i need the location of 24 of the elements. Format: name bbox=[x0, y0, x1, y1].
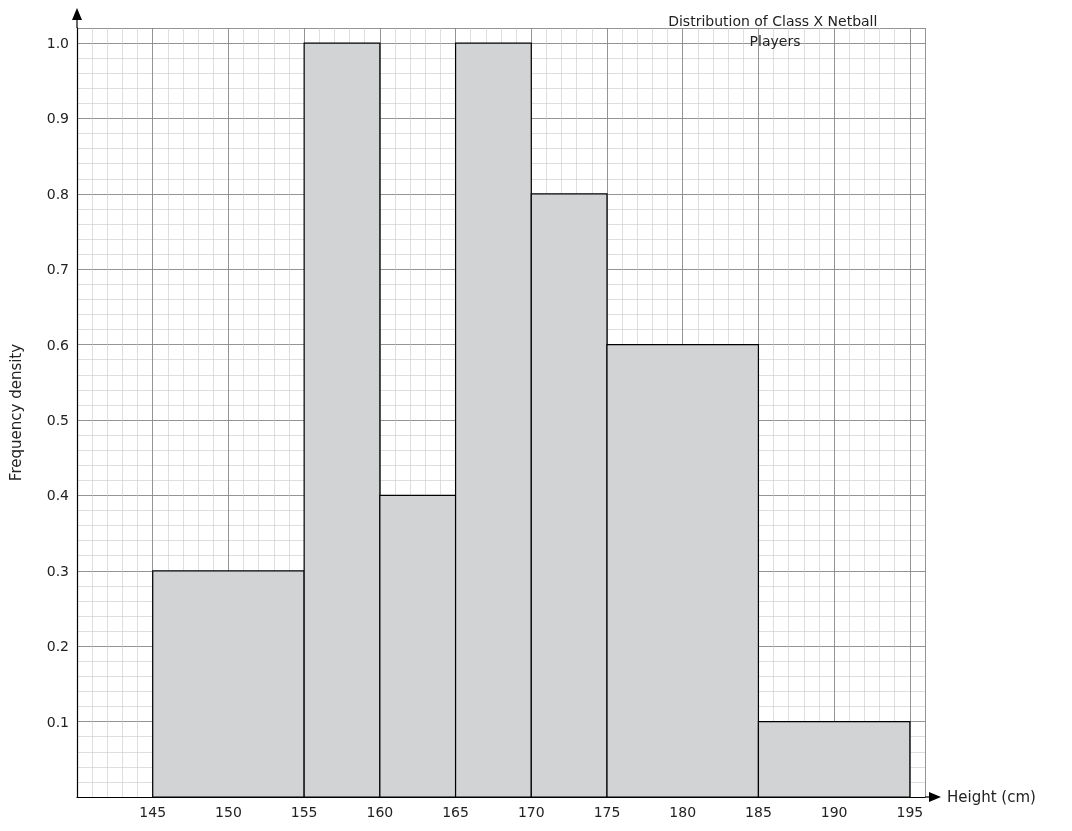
y-tick-label: 0.3 bbox=[46, 562, 69, 579]
y-tick-label: 1.0 bbox=[46, 35, 69, 52]
y-tick-label: 0.7 bbox=[46, 261, 69, 278]
x-tick-label: 155 bbox=[290, 804, 318, 820]
y-tick-label: 0.8 bbox=[46, 185, 69, 202]
y-tick-label: 0.1 bbox=[46, 713, 69, 730]
y-tick-label: 0.2 bbox=[46, 638, 69, 655]
x-tick-label: 160 bbox=[366, 804, 394, 820]
y-tick-label: 0.9 bbox=[46, 110, 69, 127]
x-tick-label: 185 bbox=[745, 804, 772, 820]
x-tick-label: 190 bbox=[820, 804, 848, 820]
x-tick-label: 145 bbox=[139, 804, 167, 820]
x-tick-label: 150 bbox=[215, 804, 242, 820]
y-tick-label: 0.4 bbox=[46, 487, 70, 504]
y-axis-title: Frequency density bbox=[6, 343, 25, 482]
y-tick-label: 0.5 bbox=[46, 412, 69, 429]
x-tick-label: 170 bbox=[517, 804, 545, 820]
x-tick-label: 165 bbox=[442, 804, 469, 820]
x-tick-label: 180 bbox=[669, 804, 697, 820]
x-tick-label: 195 bbox=[896, 804, 924, 820]
chart-title: Distribution of Class X Netball Players bbox=[668, 13, 882, 49]
x-axis-title: Height (cm) bbox=[947, 788, 1036, 806]
y-tick-label: 0.6 bbox=[46, 336, 70, 353]
x-tick-label: 175 bbox=[593, 804, 621, 820]
